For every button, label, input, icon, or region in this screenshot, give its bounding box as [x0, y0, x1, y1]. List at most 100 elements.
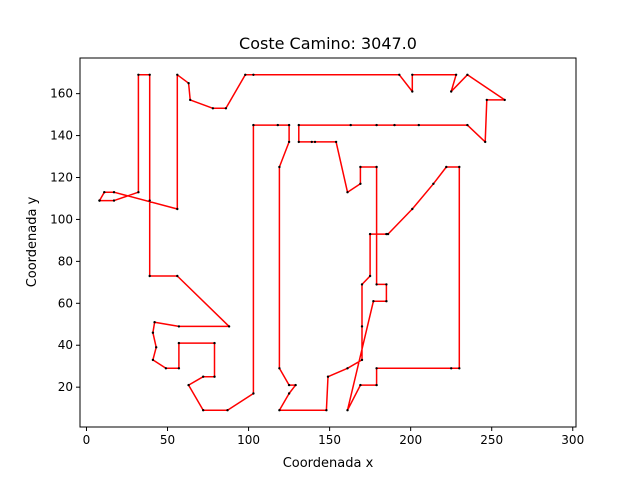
y-axis-label: Coordenada y	[25, 196, 40, 287]
city-point	[375, 123, 378, 127]
y-tick-label: 60	[58, 296, 73, 310]
city-point	[211, 107, 215, 110]
y-tick-label: 140	[50, 129, 73, 143]
x-axis-label: Coordenada x	[283, 456, 374, 471]
city-point	[454, 73, 458, 77]
city-point	[372, 300, 375, 303]
city-point	[458, 165, 461, 169]
city-point	[155, 346, 158, 349]
city-point	[252, 123, 255, 127]
city-point	[360, 358, 364, 362]
chart-title: Coste Camino: 3047.0	[239, 34, 417, 53]
city-point	[310, 140, 313, 144]
city-point	[360, 325, 364, 328]
city-point	[151, 358, 155, 362]
city-point	[287, 140, 291, 144]
city-point	[375, 165, 378, 169]
city-point	[137, 191, 140, 194]
city-point	[411, 207, 414, 211]
city-point	[164, 367, 168, 370]
city-point	[176, 207, 179, 211]
city-point	[466, 73, 469, 77]
city-point	[294, 383, 297, 387]
city-point	[375, 383, 378, 387]
city-point	[276, 123, 279, 127]
city-point	[176, 274, 179, 278]
x-tick-label: 150	[318, 433, 341, 447]
x-tick-label: 200	[399, 433, 422, 447]
y-tick-label: 160	[50, 87, 73, 101]
plot-frame	[79, 57, 577, 428]
city-point	[398, 73, 401, 77]
city-point	[112, 199, 116, 202]
city-point	[417, 123, 420, 127]
x-tick-label: 250	[480, 433, 503, 447]
city-point	[224, 107, 228, 110]
x-axis: 0 50 100 150 200 250 300	[83, 427, 584, 447]
city-point	[325, 409, 328, 412]
route-line	[98, 74, 506, 411]
city-point	[213, 375, 216, 378]
y-tick-label: 100	[50, 212, 73, 226]
city-point	[148, 199, 151, 202]
city-point	[385, 283, 388, 286]
city-point	[360, 283, 364, 286]
city-point	[187, 82, 190, 85]
city-point	[252, 392, 255, 395]
city-point	[450, 367, 453, 370]
city-point	[252, 73, 255, 77]
x-tick-label: 300	[561, 433, 584, 447]
city-point	[177, 341, 181, 345]
city-point	[297, 123, 300, 127]
city-point	[346, 191, 349, 194]
city-point	[278, 165, 281, 169]
city-point	[287, 123, 291, 127]
city-point	[287, 392, 291, 395]
city-point	[153, 321, 156, 324]
city-point	[445, 165, 448, 169]
city-point	[375, 283, 378, 286]
city-point	[349, 123, 352, 127]
y-tick-label: 120	[50, 171, 73, 185]
y-tick-label: 80	[58, 254, 73, 268]
city-point	[177, 367, 181, 370]
city-point	[386, 232, 390, 236]
city-point	[148, 274, 151, 278]
city-point	[297, 140, 300, 144]
city-point	[385, 300, 388, 303]
city-point	[466, 123, 469, 127]
city-point	[103, 191, 106, 194]
city-point	[393, 123, 396, 127]
city-point	[244, 73, 247, 77]
city-point	[187, 383, 190, 387]
city-point	[375, 367, 378, 370]
city-point	[484, 140, 487, 144]
city-point	[313, 140, 317, 144]
city-point	[326, 375, 330, 378]
city-point	[432, 182, 435, 185]
city-point	[213, 341, 216, 345]
city-point	[359, 165, 362, 169]
x-tick-label: 0	[83, 433, 91, 447]
city-point	[359, 383, 362, 387]
city-point	[176, 73, 179, 77]
city-point	[450, 90, 453, 93]
city-point	[359, 182, 362, 185]
city-point	[202, 409, 205, 412]
city-point	[189, 98, 192, 102]
city-point	[98, 199, 101, 202]
city-point	[226, 409, 229, 412]
city-point	[346, 409, 349, 412]
city-point	[278, 367, 281, 370]
city-point	[177, 325, 181, 328]
city-point	[346, 367, 349, 370]
city-point	[458, 367, 461, 370]
city-point	[278, 409, 281, 412]
city-point	[334, 140, 338, 144]
y-tick-label: 20	[58, 380, 73, 394]
city-point	[148, 73, 151, 77]
city-point	[368, 274, 372, 278]
x-tick-label: 50	[160, 433, 175, 447]
